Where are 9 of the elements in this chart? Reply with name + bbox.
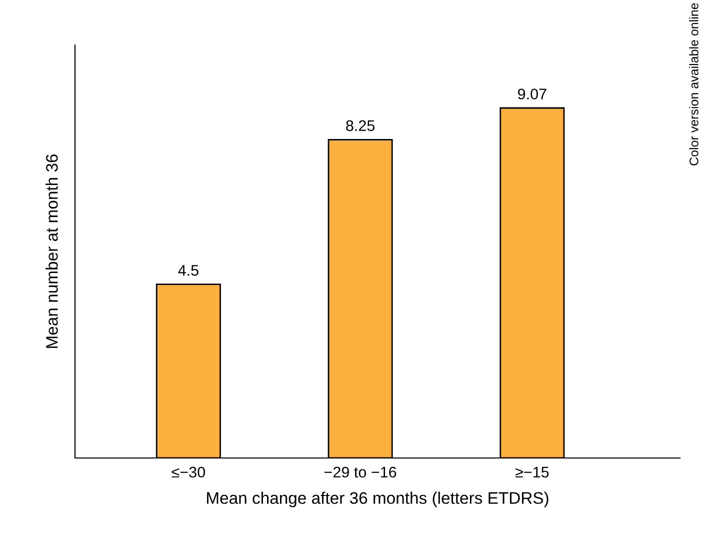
text: Color version available online: [689, 3, 698, 166]
x-tick-label: ≥−15: [516, 466, 549, 478]
data-label: 8.25: [346, 120, 375, 132]
data-label: 9.07: [518, 88, 546, 100]
y-axis-title: Mean number at month 36: [46, 154, 58, 348]
x-tick-label: ≤−30: [172, 466, 205, 478]
x-axis-title: Mean change after 36 months (letters ETDRS): [207, 492, 548, 508]
x-tick-label: −29 to −16: [324, 466, 396, 478]
data-label: 4.5: [178, 265, 198, 276]
